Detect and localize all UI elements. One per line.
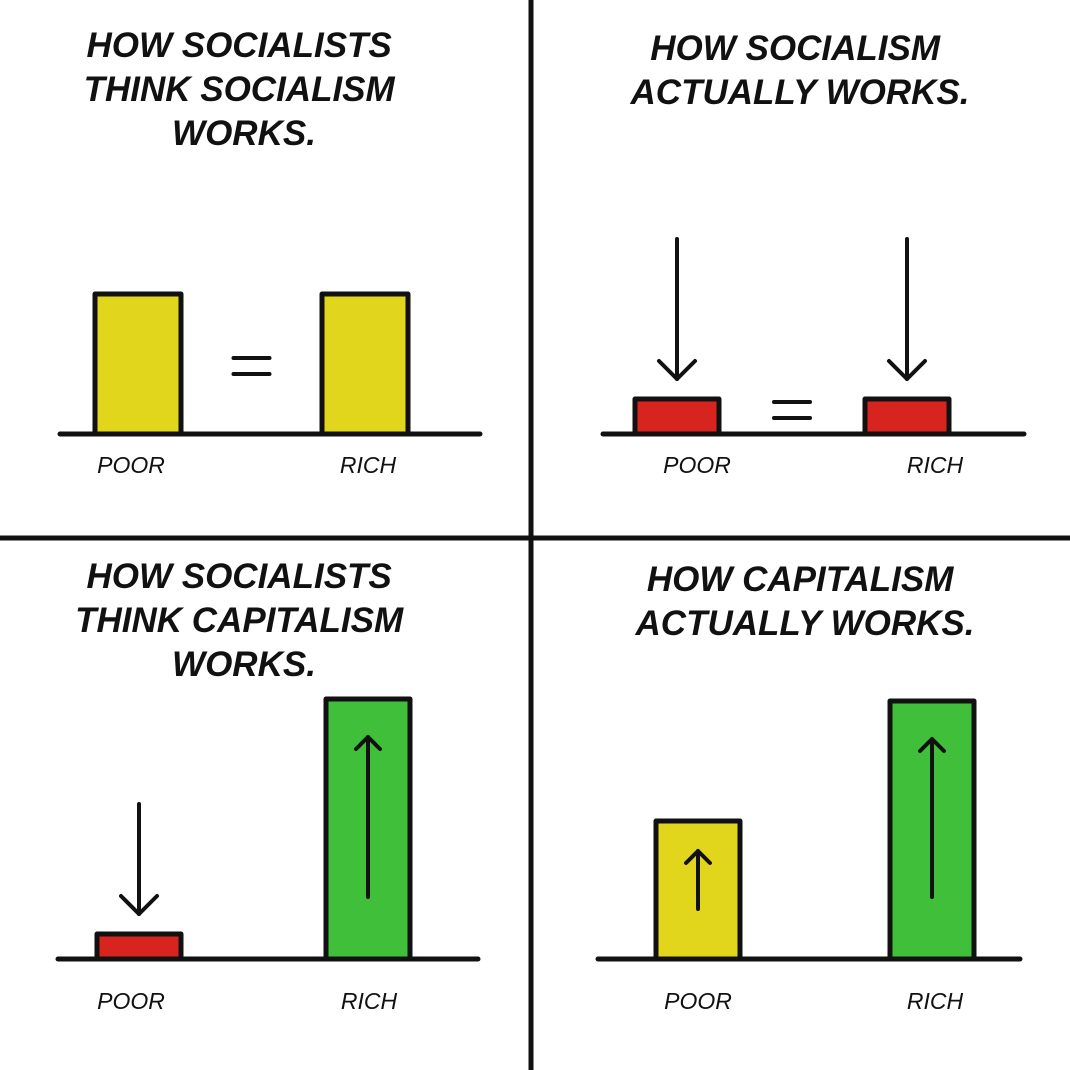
title-line: HOW SOCIALISTS (86, 26, 391, 65)
bar-rich (319, 291, 411, 437)
up-arrow-icon (918, 737, 946, 899)
title-line: HOW SOCIALISM (650, 29, 941, 68)
arrow-head (887, 359, 927, 381)
panel-socialists-think-socialism: HOW SOCIALISTS THINK SOCIALISM WORKS. PO… (57, 26, 483, 478)
title-line: ACTUALLY WORKS. (635, 604, 975, 643)
arrow-head (918, 737, 946, 753)
title-line: WORKS. (172, 645, 316, 684)
panel-title: HOW CAPITALISM ACTUALLY WORKS. (635, 560, 975, 643)
down-arrow-icon (887, 237, 927, 381)
arrow-head (354, 735, 382, 751)
title-line: THINK CAPITALISM (75, 601, 404, 640)
category-label-rich: RICH (341, 988, 398, 1014)
panel-socialists-think-capitalism: HOW SOCIALISTS THINK CAPITALISM WORKS. P… (55, 557, 481, 1014)
title-line: ACTUALLY WORKS. (630, 73, 970, 112)
down-arrow-icon (119, 802, 159, 916)
title-line: THINK SOCIALISM (84, 70, 396, 109)
panel-capitalism-actually-works: HOW CAPITALISM ACTUALLY WORKS. POOR RICH (595, 560, 1023, 1014)
category-label-rich: RICH (907, 452, 964, 478)
equals-icon (772, 400, 812, 420)
bar-chart (57, 291, 483, 437)
category-label-rich: RICH (907, 988, 964, 1014)
panel-title: HOW SOCIALISTS THINK SOCIALISM WORKS. (84, 26, 405, 153)
arrow-head (684, 849, 712, 865)
title-line: HOW SOCIALISTS (86, 557, 391, 596)
title-line: WORKS. (172, 114, 316, 153)
bar-chart (55, 696, 481, 962)
bar-poor (94, 931, 184, 962)
bar-poor (92, 291, 184, 437)
category-label-poor: POOR (664, 988, 732, 1014)
bar-rich (862, 396, 952, 437)
equals-icon (231, 356, 272, 376)
bar-chart (595, 698, 1023, 962)
category-label-poor: POOR (97, 988, 165, 1014)
category-label-rich: RICH (340, 452, 397, 478)
bar-chart (600, 237, 1027, 437)
bar-poor (632, 396, 722, 437)
up-arrow-icon (684, 849, 712, 911)
panel-socialism-actually-works: HOW SOCIALISM ACTUALLY WORKS. POOR RICH (600, 29, 1027, 478)
panel-title: HOW SOCIALISTS THINK CAPITALISM WORKS. (75, 557, 413, 684)
panel-title: HOW SOCIALISM ACTUALLY WORKS. (630, 29, 970, 112)
down-arrow-icon (657, 237, 697, 381)
arrow-head (119, 894, 159, 916)
category-label-poor: POOR (663, 452, 731, 478)
title-line: HOW CAPITALISM (647, 560, 954, 599)
up-arrow-icon (354, 735, 382, 899)
arrow-head (657, 359, 697, 381)
category-label-poor: POOR (97, 452, 165, 478)
